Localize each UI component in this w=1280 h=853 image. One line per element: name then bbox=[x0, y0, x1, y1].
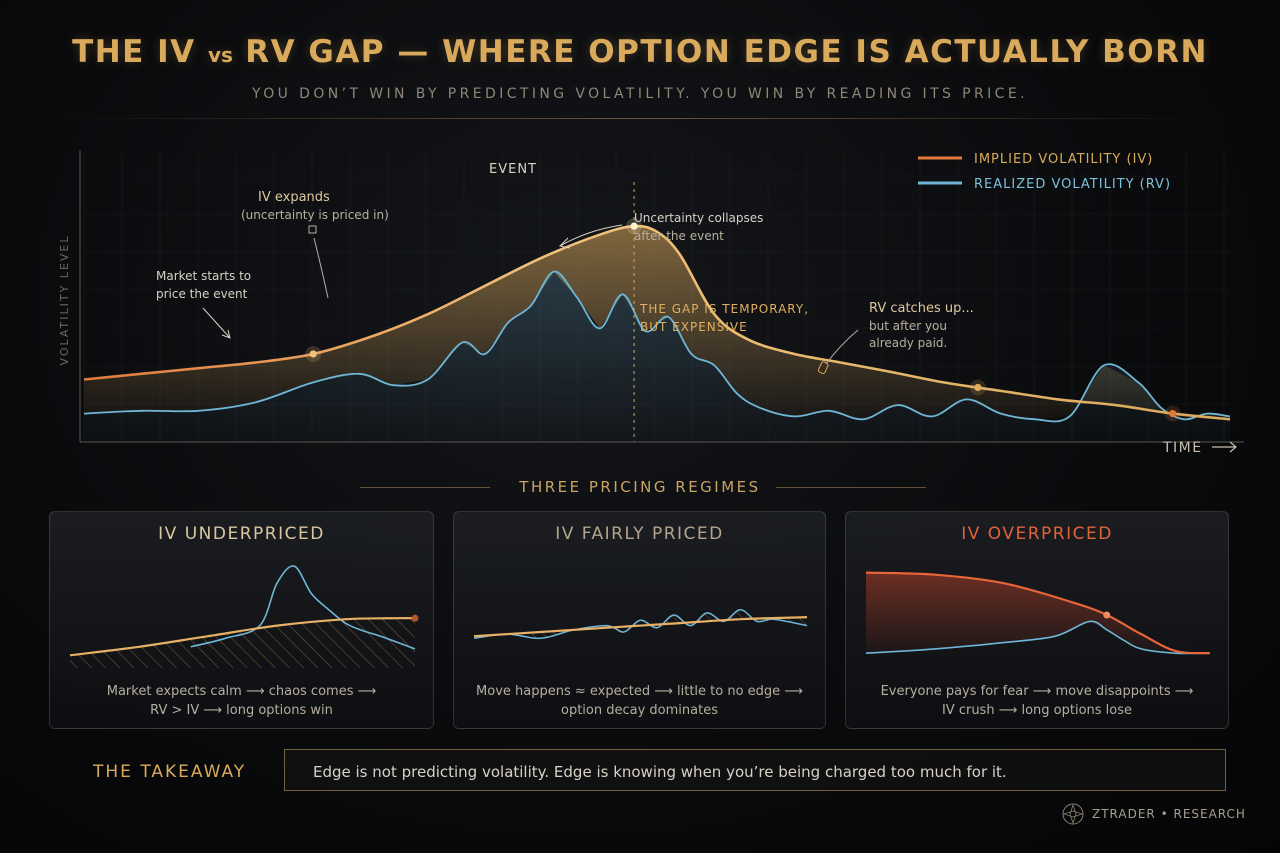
panel-desc-line-1: Move happens ≈ expected ⟶ little to no e… bbox=[476, 684, 803, 699]
rv-series-line bbox=[83, 270, 1231, 423]
panel-desc: Everyone pays for fear ⟶ move disappoint… bbox=[846, 682, 1228, 720]
panel-highlight-point bbox=[1103, 611, 1111, 619]
title-part-1: THE IV bbox=[72, 34, 196, 70]
panel-chart-overpriced bbox=[865, 571, 1211, 655]
panel-chart-underpriced bbox=[69, 565, 419, 668]
annotation-rv-catches: RV catches up... bbox=[869, 301, 974, 316]
legend-rv-label: REALIZED VOLATILITY (RV) bbox=[974, 177, 1171, 192]
panel-desc-line-2: RV > IV ⟶ long options win bbox=[150, 703, 333, 718]
annotation-market-starts: Market starts to bbox=[156, 269, 251, 283]
panel-desc: Move happens ≈ expected ⟶ little to no e… bbox=[454, 682, 825, 720]
iv-rv-gap-area bbox=[84, 226, 1230, 420]
panel-desc: Market expects calm ⟶ chaos comes ⟶ RV >… bbox=[50, 682, 433, 720]
fair-iv-line bbox=[473, 616, 808, 638]
panel-desc-line-2: IV crush ⟶ long options lose bbox=[941, 703, 1133, 718]
panel-iv-fairly-priced: IV FAIRLY PRICED Move happens ≈ expected… bbox=[453, 511, 826, 729]
annotation-rv-arrow bbox=[825, 329, 859, 365]
regimes-line-right bbox=[776, 487, 926, 488]
page-title: THE IV vs RV GAP — WHERE OPTION EDGE IS … bbox=[0, 34, 1280, 70]
iv-series-line bbox=[83, 224, 1231, 421]
title-divider bbox=[60, 118, 1220, 119]
iv-highlight-point bbox=[974, 383, 982, 392]
underpriced-iv-line bbox=[69, 617, 416, 657]
annotation-gap-sub: BUT EXPENSIVE bbox=[640, 320, 748, 334]
regimes-header: THREE PRICING REGIMES bbox=[519, 478, 761, 496]
overpriced-iv-line bbox=[865, 571, 1211, 655]
x-axis-arrow-icon bbox=[1212, 441, 1237, 453]
panel-title: IV OVERPRICED bbox=[961, 524, 1113, 544]
brand-text: ZTRADER • RESEARCH bbox=[1092, 807, 1246, 821]
panel-title: IV FAIRLY PRICED bbox=[555, 524, 724, 544]
panel-highlight-point bbox=[411, 614, 419, 622]
underpriced-gap-area bbox=[70, 618, 415, 668]
overpriced-gap-area bbox=[866, 572, 1210, 654]
panel-desc-line-1: Everyone pays for fear ⟶ move disappoint… bbox=[880, 684, 1194, 699]
annotation-market-starts-sub: price the event bbox=[156, 287, 248, 301]
panel-desc-line-1: Market expects calm ⟶ chaos comes ⟶ bbox=[106, 684, 377, 699]
main-chart: VOLATILITY LEVEL TIME IMPLIED VOLATILITY… bbox=[58, 150, 1244, 456]
overpriced-rv-line bbox=[865, 620, 1211, 655]
annotation-rv-catches-sub: but after you bbox=[869, 319, 947, 333]
annotation-event: EVENT bbox=[489, 162, 537, 177]
title-vs: vs bbox=[207, 43, 233, 67]
iv-highlight-point bbox=[309, 350, 317, 358]
x-axis-label: TIME bbox=[1162, 440, 1203, 456]
annotation-iv-expands: IV expands bbox=[258, 190, 330, 205]
underpriced-rv-line bbox=[190, 565, 416, 650]
y-axis-label: VOLATILITY LEVEL bbox=[58, 235, 71, 366]
brand: ZTRADER • RESEARCH bbox=[1062, 803, 1246, 825]
rv-area bbox=[84, 271, 1230, 442]
title-part-2: RV GAP — WHERE OPTION EDGE IS ACTUALLY B… bbox=[245, 34, 1208, 70]
annotation-collapse-sub: after the event bbox=[634, 229, 724, 243]
small-tag-icon bbox=[817, 361, 829, 374]
takeaway-box: Edge is not predicting volatility. Edge … bbox=[284, 749, 1226, 791]
annotation-collapse: Uncertainty collapses bbox=[634, 211, 763, 225]
small-box-icon bbox=[308, 225, 317, 234]
annotation-market-arrow bbox=[202, 307, 231, 339]
iv-highlight-point bbox=[630, 222, 638, 230]
panel-chart-fair bbox=[473, 608, 808, 640]
annotation-rv-catches-sub2: already paid. bbox=[869, 336, 947, 350]
takeaway-label: THE TAKEAWAY bbox=[93, 762, 247, 782]
panel-title: IV UNDERPRICED bbox=[158, 524, 325, 544]
panel-iv-overpriced: IV OVERPRICED Everyone pays for fear ⟶ m… bbox=[845, 511, 1229, 729]
panel-iv-underpriced: IV UNDERPRICED Market expects calm ⟶ cha… bbox=[49, 511, 434, 729]
fair-rv-line bbox=[473, 608, 808, 640]
annotation-collapse-arrow bbox=[558, 224, 623, 249]
legend-iv-label: IMPLIED VOLATILITY (IV) bbox=[974, 152, 1153, 167]
panel-desc-line-2: option decay dominates bbox=[561, 703, 718, 718]
page-subtitle: YOU DON’T WIN BY PREDICTING VOLATILITY. … bbox=[252, 86, 1028, 102]
takeaway-text: Edge is not predicting volatility. Edge … bbox=[313, 763, 1007, 781]
annotation-iv-expands-arrow bbox=[313, 237, 329, 299]
regimes-line-left bbox=[360, 487, 490, 488]
annotation-gap: THE GAP IS TEMPORARY, bbox=[639, 302, 809, 316]
annotation-iv-expands-sub: (uncertainty is priced in) bbox=[241, 208, 389, 222]
brand-logo-icon bbox=[1062, 803, 1084, 825]
iv-highlight-point bbox=[1169, 410, 1177, 418]
